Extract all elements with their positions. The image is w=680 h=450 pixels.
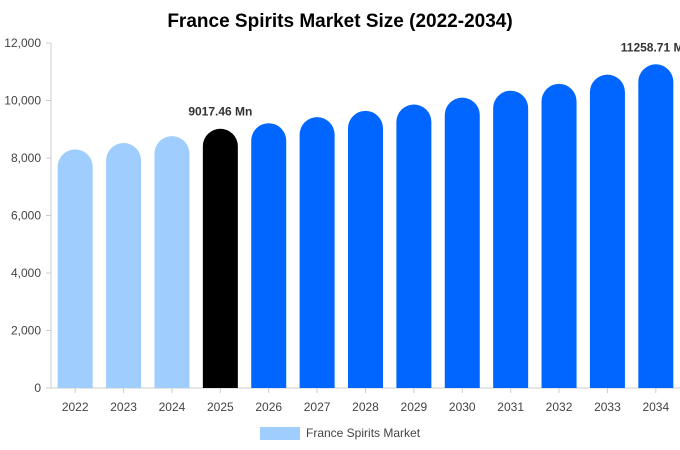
bar-2026 <box>251 123 287 389</box>
y-tick-label: 12,000 <box>4 36 41 50</box>
bar-2028 <box>348 110 383 388</box>
data-label-2025: 9017.46 Mn <box>188 105 252 119</box>
bar-2032 <box>541 83 577 388</box>
bar-2029 <box>396 104 432 388</box>
x-tick-label: 2022 <box>62 400 89 414</box>
bar-2030 <box>444 97 480 388</box>
bar-2024 <box>154 136 190 388</box>
data-labels: 9017.46 Mn 11258.71 Mn <box>188 40 680 118</box>
bar-2023 <box>106 143 142 388</box>
y-tick-label: 2,000 <box>11 324 41 338</box>
x-tick-label: 2031 <box>497 400 524 414</box>
y-tick-label: 6,000 <box>11 209 41 223</box>
legend-label: France Spirits Market <box>306 426 421 440</box>
y-tick-label: 10,000 <box>4 94 41 108</box>
x-tick-label: 2028 <box>352 400 379 414</box>
x-tick-label: 2027 <box>304 400 331 414</box>
y-tick-label: 8,000 <box>11 151 41 165</box>
x-tick-label: 2026 <box>255 400 282 414</box>
axes: 0 2,000 4,000 6,000 8,000 10,000 12,000 2022 202… <box>4 36 680 414</box>
data-label-2034: 11258.71 Mn <box>621 40 680 54</box>
legend: France Spirits Market <box>260 426 421 440</box>
y-tick-label: 0 <box>34 381 41 395</box>
bar-2025 <box>202 128 238 388</box>
x-tick-label: 2024 <box>159 400 186 414</box>
chart-title: France Spirits Market Size (2022-2034) <box>167 11 512 32</box>
bar-2027 <box>299 117 335 389</box>
x-tick-label: 2025 <box>207 400 234 414</box>
bar-2033 <box>589 74 625 388</box>
x-tick-label: 2029 <box>401 400 428 414</box>
legend-swatch <box>260 427 300 440</box>
x-tick-label: 2023 <box>110 400 137 414</box>
x-tick-label: 2034 <box>642 400 669 414</box>
x-tick-label: 2033 <box>594 400 621 414</box>
x-tick-label: 2030 <box>449 400 476 414</box>
bars <box>57 64 674 389</box>
bar-2031 <box>493 90 529 389</box>
y-tick-label: 4,000 <box>11 266 41 280</box>
bar-2034 <box>638 64 674 389</box>
bar-2022 <box>57 149 93 388</box>
x-tick-label: 2032 <box>546 400 573 414</box>
